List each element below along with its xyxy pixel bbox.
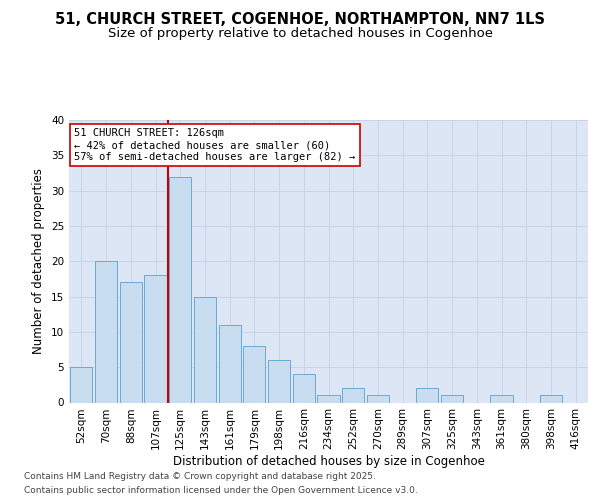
- Text: Size of property relative to detached houses in Cogenhoe: Size of property relative to detached ho…: [107, 28, 493, 40]
- X-axis label: Distribution of detached houses by size in Cogenhoe: Distribution of detached houses by size …: [173, 455, 484, 468]
- Text: 51, CHURCH STREET, COGENHOE, NORTHAMPTON, NN7 1LS: 51, CHURCH STREET, COGENHOE, NORTHAMPTON…: [55, 12, 545, 28]
- Bar: [317, 396, 340, 402]
- Bar: [119, 282, 142, 403]
- Bar: [342, 388, 364, 402]
- Bar: [490, 396, 512, 402]
- Text: 51 CHURCH STREET: 126sqm
← 42% of detached houses are smaller (60)
57% of semi-d: 51 CHURCH STREET: 126sqm ← 42% of detach…: [74, 128, 355, 162]
- Bar: [169, 176, 191, 402]
- Bar: [95, 261, 117, 402]
- Bar: [218, 325, 241, 402]
- Text: Contains public sector information licensed under the Open Government Licence v3: Contains public sector information licen…: [24, 486, 418, 495]
- Bar: [268, 360, 290, 403]
- Bar: [367, 396, 389, 402]
- Bar: [293, 374, 315, 402]
- Y-axis label: Number of detached properties: Number of detached properties: [32, 168, 46, 354]
- Bar: [540, 396, 562, 402]
- Bar: [441, 396, 463, 402]
- Bar: [70, 367, 92, 402]
- Text: Contains HM Land Registry data © Crown copyright and database right 2025.: Contains HM Land Registry data © Crown c…: [24, 472, 376, 481]
- Bar: [416, 388, 439, 402]
- Bar: [194, 296, 216, 403]
- Bar: [243, 346, 265, 403]
- Bar: [145, 276, 167, 402]
